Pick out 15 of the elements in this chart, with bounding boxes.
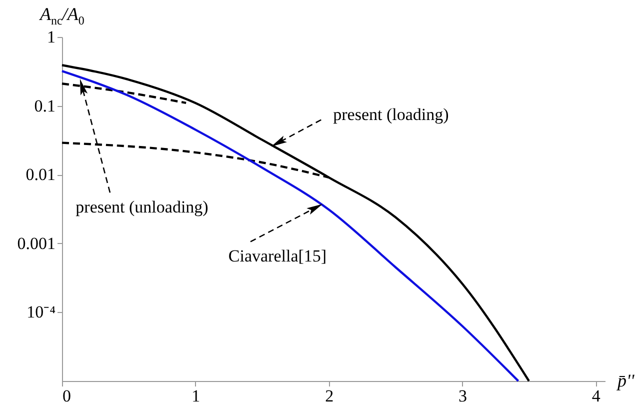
annotation: Ciavarella[15] <box>228 246 327 266</box>
y-tick-label: 0.01 <box>26 165 56 184</box>
x-tick-label: 3 <box>458 386 467 403</box>
y-tick-label: 1 <box>47 28 56 46</box>
x-tick-label: 0 <box>62 386 71 403</box>
x-tick-label: 4 <box>592 386 601 403</box>
x-tick-label: 1 <box>192 386 200 403</box>
x-axis-title: p̄'' <box>616 370 636 390</box>
annotation: present (unloading) <box>76 198 208 217</box>
x-tick-label: 2 <box>325 386 334 403</box>
y-tick-label: 10⁻⁴ <box>26 302 56 322</box>
annotation: present (loading) <box>333 104 449 124</box>
y-tick-label: 0.1 <box>34 96 56 116</box>
y-axis-title: A$_{nc}$/A$_{0}$ <box>40 4 84 29</box>
y-tick-label: 0.001 <box>17 234 56 253</box>
